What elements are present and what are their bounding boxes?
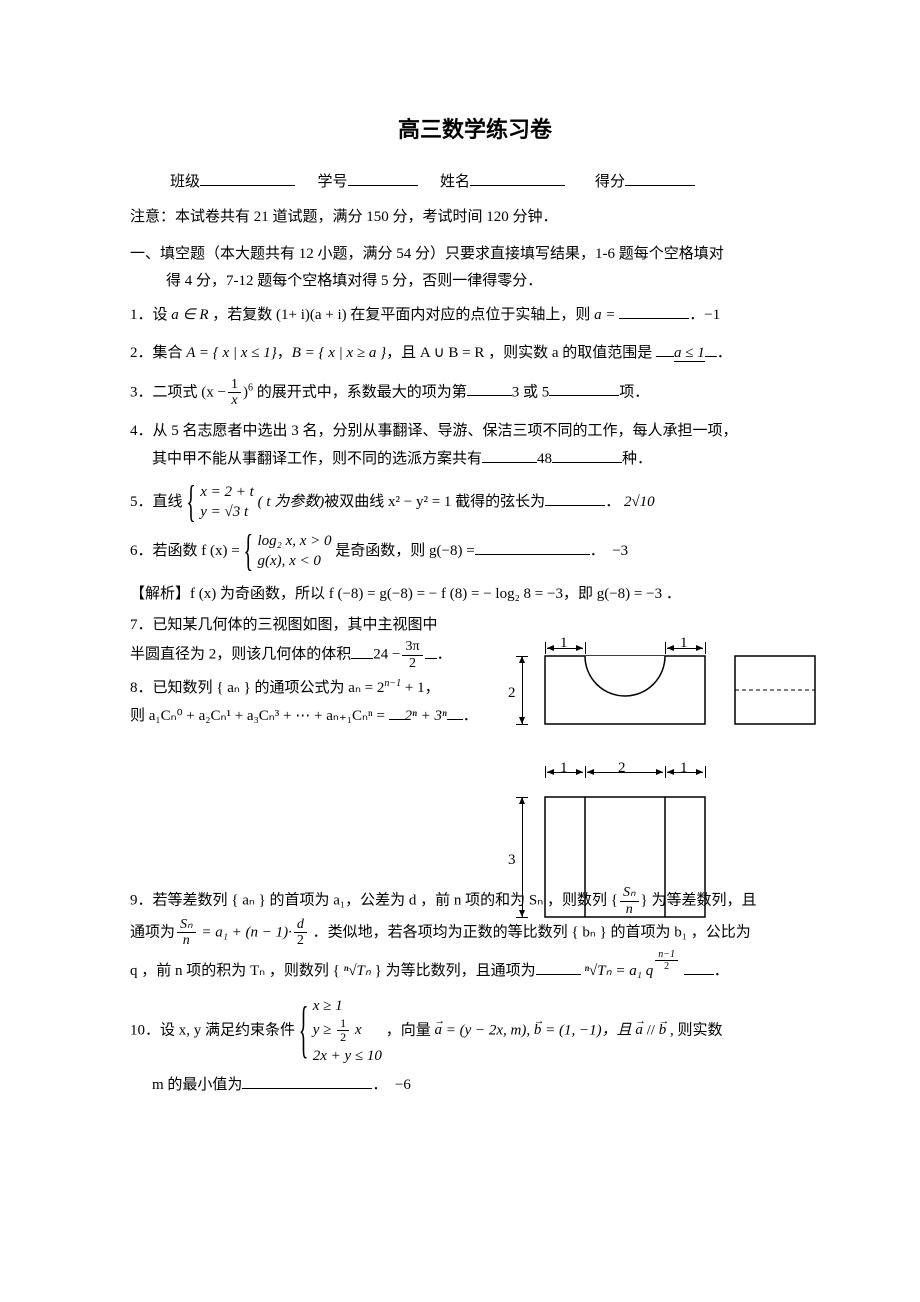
question-4: 4．从 5 名志愿者中选出 3 名，分别从事翻译、导游、保洁三项不同的工作，每人… [130, 418, 820, 473]
section1-heading: 一、填空题（本大题共有 12 小题，满分 54 分）只要求直接填写结果，1-6 … [130, 241, 820, 295]
q3-blank1[interactable] [467, 378, 512, 396]
q6-blank[interactable] [475, 537, 590, 555]
class-blank[interactable] [200, 168, 295, 186]
q3-answer: 3 或 5 [512, 384, 550, 400]
q9-answer-root: ⁿ√Tₙ [584, 963, 611, 979]
q9-blank1[interactable] [536, 957, 581, 975]
question-3: 3．二项式 (x −1x)6 的展开式中，系数最大的项为第3 或 5项． [130, 377, 820, 409]
q5-answer: 2√10 [624, 494, 655, 510]
q1-blank[interactable] [619, 301, 689, 319]
q5-blank[interactable] [545, 488, 605, 506]
q2-blank1[interactable] [656, 339, 674, 357]
q8-answer: 2ⁿ + 3ⁿ [405, 708, 447, 724]
score-blank[interactable] [625, 168, 695, 186]
q3-blank2[interactable] [549, 378, 619, 396]
q7-blank2[interactable] [425, 641, 437, 659]
q2-answer: a ≤ 1 [674, 345, 705, 362]
score-label: 得分 [595, 174, 625, 190]
name-blank[interactable] [470, 168, 565, 186]
question-9: 9．若等差数列 { aₙ } 的首项为 a₁，公差为 d ，前 n 项的和为 S… [130, 885, 820, 985]
q2-blank2[interactable] [705, 339, 717, 357]
q5-system: x = 2 + t y = √3 t [186, 483, 254, 522]
class-label: 班级 [170, 174, 200, 190]
question-5: 5．直线 x = 2 + t y = √3 t ( t 为参数)被双曲线 x² … [130, 483, 820, 522]
q1-answer: ．−1 [689, 307, 720, 323]
question-10: 10．设 x, y 满足约束条件 x ≥ 1 y ≥ 12 x 2x + y ≤… [130, 995, 820, 1099]
question-2: 2．集合 A = { x | x ≤ 1}，B = { x | x ≥ a }，… [130, 339, 820, 367]
q10-answer: −6 [395, 1077, 411, 1093]
id-label: 学号 [318, 174, 348, 190]
q6-answer: −3 [612, 543, 628, 559]
name-label: 姓名 [440, 174, 470, 190]
dim-arrow [522, 656, 523, 724]
question-6: 6．若函数 f (x) = log₂ x, x > 0 g(x), x < 0 … [130, 532, 820, 571]
page-title: 高三数学练习卷 [130, 110, 820, 150]
q4-blank1[interactable] [482, 445, 537, 463]
id-blank[interactable] [348, 168, 418, 186]
q7-blank1[interactable] [351, 641, 373, 659]
q8-blank2[interactable] [447, 702, 463, 720]
question-7: 7．已知某几何体的三视图如图，其中主视图中 半圆直径为 2，则该几何体的体积24… [130, 612, 490, 671]
q8-blank1[interactable] [389, 702, 405, 720]
section1-line2: 得 4 分，7-12 题每个空格填对得 5 分，否则一律得零分． [130, 268, 820, 295]
q9-blank2[interactable] [684, 957, 714, 975]
q6-piecewise: log₂ x, x > 0 g(x), x < 0 [243, 532, 331, 571]
q10-constraints: x ≥ 1 y ≥ 12 x 2x + y ≤ 10 [299, 995, 382, 1067]
question-6-explain: 【解析】f (x) 为奇函数，所以 f (−8) = g(−8) = − f (… [130, 581, 820, 608]
q4-answer: 48 [537, 451, 552, 467]
question-1: 1．设 a ∈ R ，若复数 (1+ i)(a + i) 在复平面内对应的点位于… [130, 301, 820, 329]
section1-line1: 一、填空题（本大题共有 12 小题，满分 54 分）只要求直接填写结果，1-6 … [130, 241, 820, 268]
student-info-row: 班级 学号 姓名 得分 [130, 168, 820, 196]
question-8: 8．已知数列 { aₙ } 的通项公式为 aₙ = 2n−1 + 1， 则 a₁… [130, 675, 490, 730]
q4-blank2[interactable] [552, 445, 622, 463]
exam-note: 注意：本试卷共有 21 道试题，满分 150 分，考试时间 120 分钟． [130, 204, 820, 231]
